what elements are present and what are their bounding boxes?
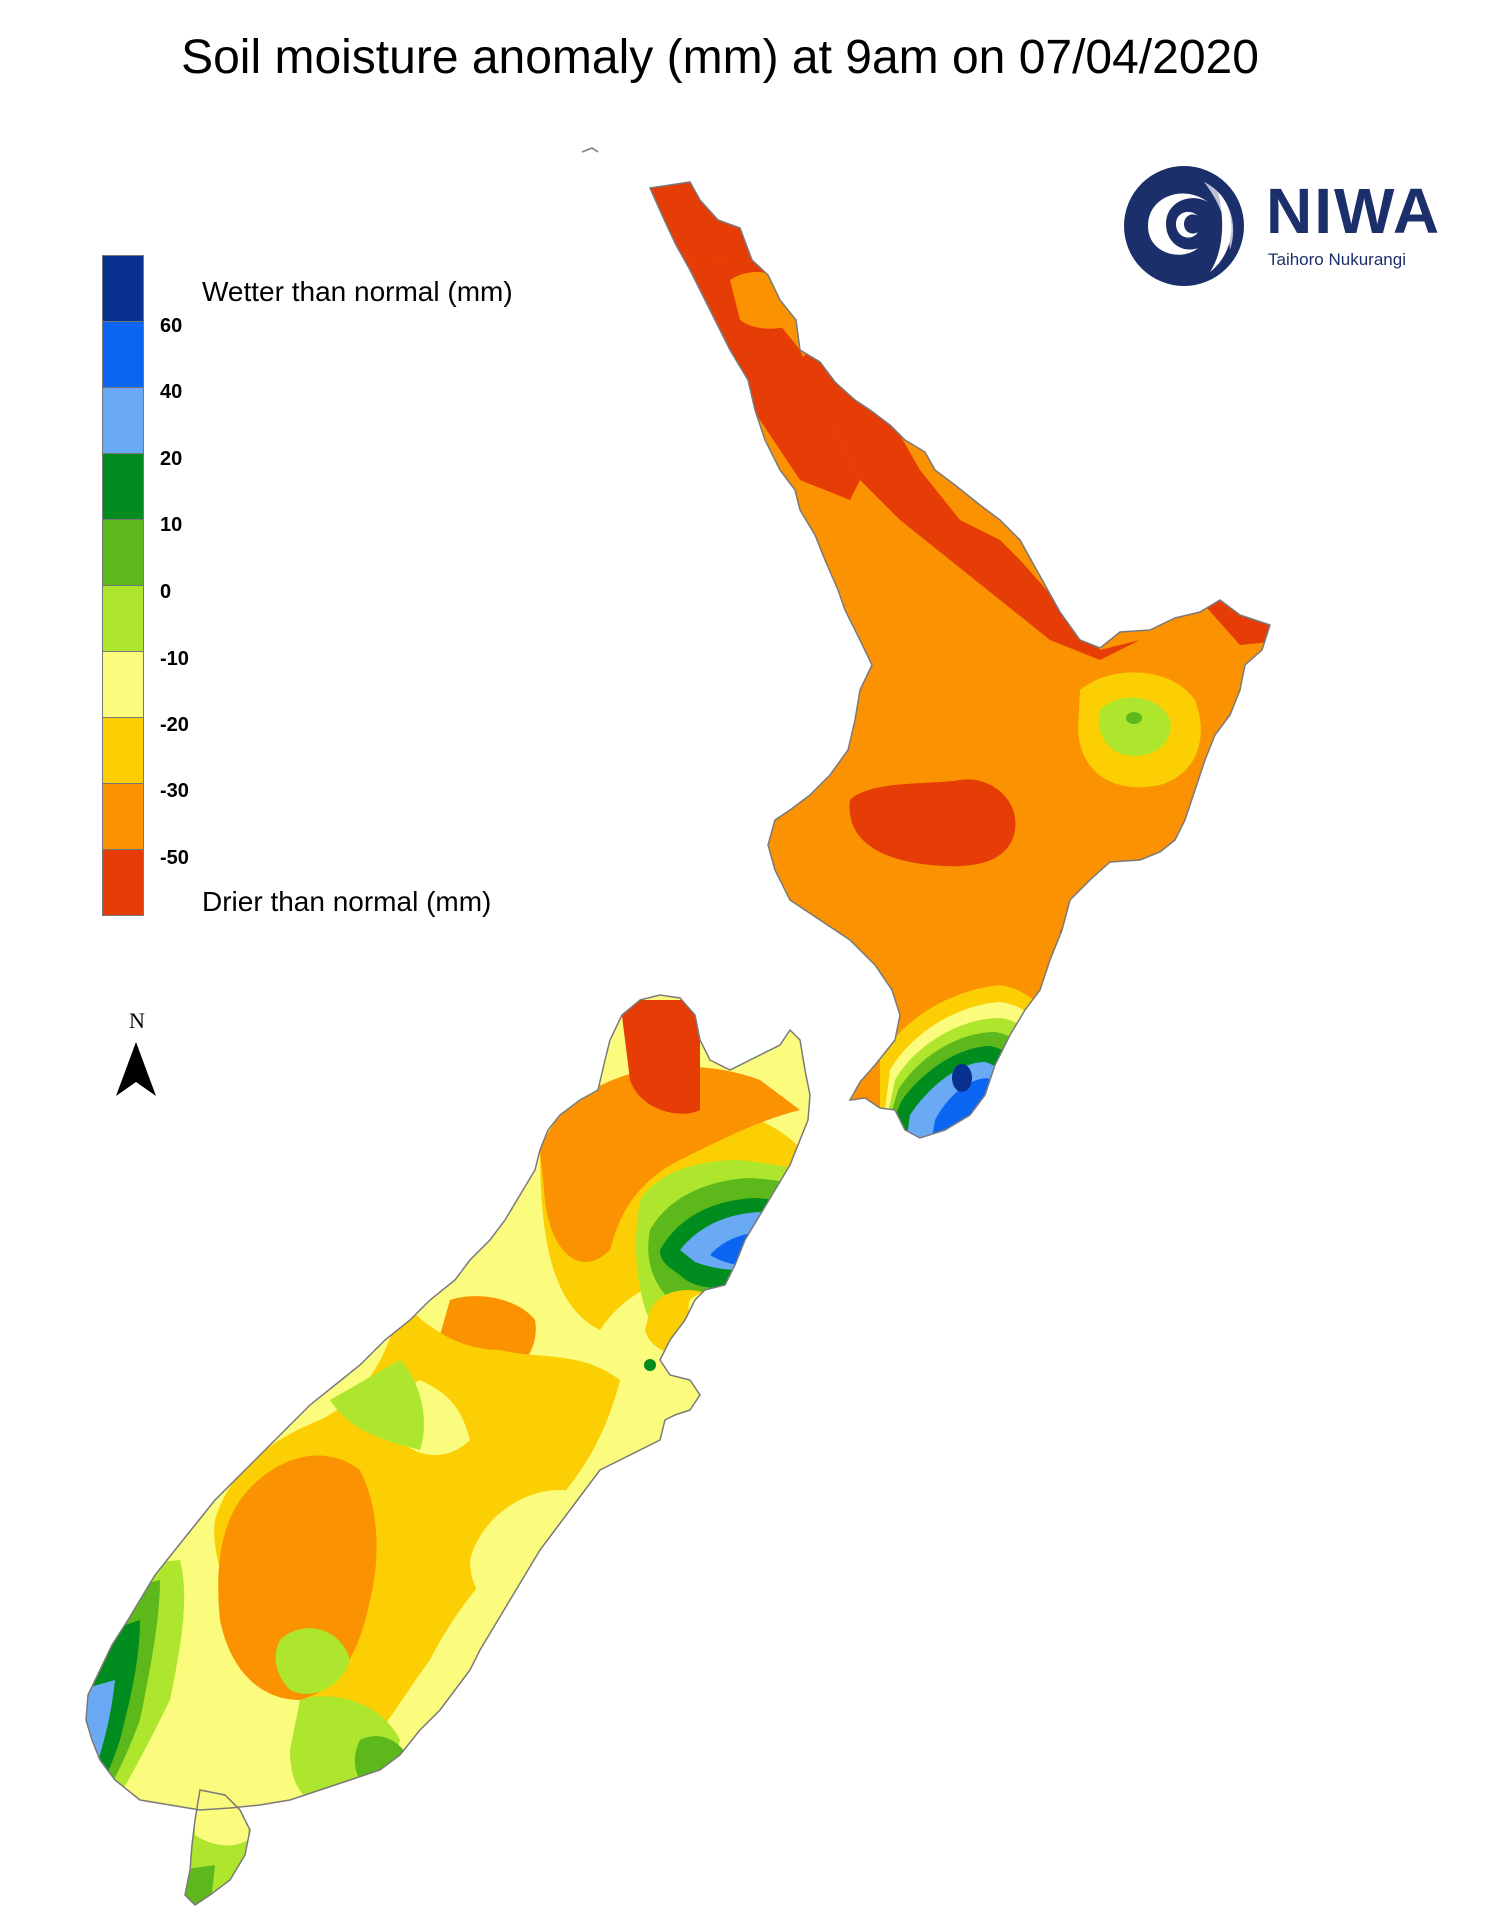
legend-tick: -20 xyxy=(160,714,189,736)
legend-wetter-label: Wetter than normal (mm) xyxy=(202,276,513,307)
legend-color-bar xyxy=(102,255,144,916)
legend-drier-label: Drier than normal (mm) xyxy=(202,886,492,917)
legend-swatch xyxy=(102,717,144,784)
niwa-logo: NIWA Taihoro Nukurangi xyxy=(1118,162,1468,292)
legend-swatch xyxy=(102,585,144,652)
north-island-coastline xyxy=(648,181,1271,1139)
three-kings-islands xyxy=(581,147,599,153)
south-island-coastline xyxy=(85,994,811,1811)
legend-swatch xyxy=(102,783,144,850)
legend-tick: 40 xyxy=(160,381,183,403)
stewart-island-coastline xyxy=(184,1789,251,1906)
legend-tick: -10 xyxy=(160,648,189,670)
legend: Wetter than normal (mm) Drier than norma… xyxy=(102,255,602,936)
legend-swatch xyxy=(102,255,144,322)
legend-tick: -50 xyxy=(160,847,189,869)
north-arrow-icon xyxy=(116,1042,156,1096)
south-island xyxy=(86,995,810,1810)
north-letter: N xyxy=(129,1008,145,1033)
legend-tick: -30 xyxy=(160,780,189,802)
north-arrow: N xyxy=(112,1008,162,1108)
legend-swatch xyxy=(102,849,144,916)
niwa-swirl-icon xyxy=(1124,166,1244,286)
legend-tick: 0 xyxy=(160,581,172,603)
logo-subtitle: Taihoro Nukurangi xyxy=(1268,250,1406,269)
legend-tick: 10 xyxy=(160,514,183,536)
map-title: Soil moisture anomaly (mm) at 9am on 07/… xyxy=(181,31,1259,84)
legend-swatch xyxy=(102,651,144,718)
legend-tick: 20 xyxy=(160,448,183,470)
legend-swatch xyxy=(102,387,144,454)
legend-swatch xyxy=(102,453,144,520)
legend-tick: 60 xyxy=(160,315,183,337)
logo-name: NIWA xyxy=(1266,175,1442,247)
